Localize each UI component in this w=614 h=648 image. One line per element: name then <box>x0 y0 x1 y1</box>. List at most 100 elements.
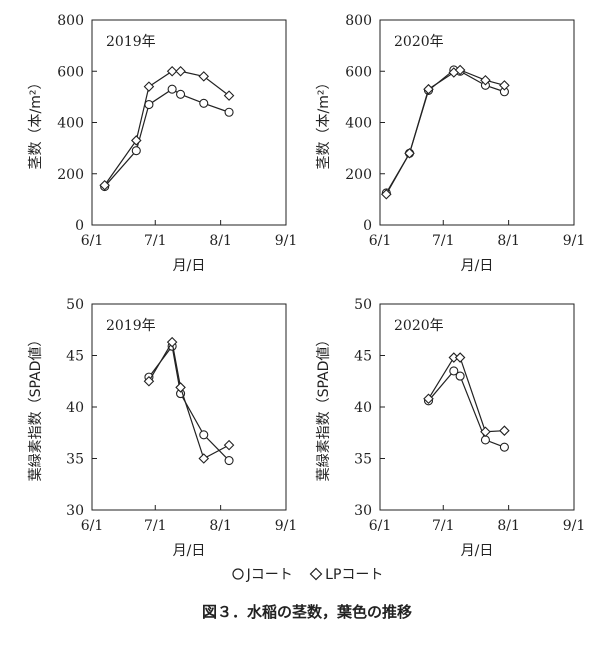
y-tick-label: 400 <box>345 116 372 132</box>
data-point-lp-coat <box>480 426 491 437</box>
circle-marker-icon <box>231 568 244 580</box>
data-point-lp-coat <box>175 382 186 393</box>
plot-frame <box>91 303 287 511</box>
data-point-lp-coat <box>223 439 235 451</box>
y-axis-label: 茎数（本/m²） <box>28 76 44 170</box>
data-point-lp-coat <box>143 375 155 387</box>
y-tick-label: 200 <box>57 167 84 183</box>
y-tick-label: 35 <box>354 452 372 468</box>
data-point-lp-coat <box>198 453 210 464</box>
data-point-j-coat <box>499 442 509 452</box>
x-tick-label: 7/1 <box>144 233 167 249</box>
y-tick-label: 30 <box>354 503 372 519</box>
data-point-lp-coat <box>198 71 210 82</box>
data-point-j-coat <box>176 89 186 99</box>
data-point-lp-coat <box>381 188 392 200</box>
y-axis-label: 葉緑素指数（SPAD値） <box>28 333 44 482</box>
data-point-lp-coat <box>480 74 491 86</box>
data-point-j-coat <box>199 430 209 440</box>
series-line-lp-coat <box>148 340 230 460</box>
plot-frame <box>379 19 575 226</box>
panel-title: 2019年 <box>106 34 156 50</box>
legend-label-j-coat: Jコート <box>246 567 293 583</box>
x-tick-label: 6/1 <box>81 233 104 249</box>
data-point-lp-coat <box>423 393 434 405</box>
y-tick-label: 40 <box>66 400 84 416</box>
data-point-lp-coat <box>454 64 466 76</box>
x-tick-label: 9/1 <box>275 233 298 249</box>
y-tick-label: 800 <box>57 13 84 29</box>
x-tick-label: 7/1 <box>144 518 167 534</box>
data-point-lp-coat <box>454 352 466 363</box>
legend-item-lp-coat: LPコート <box>309 564 383 584</box>
data-point-lp-coat <box>499 80 510 91</box>
x-axis-label: 月/日 <box>461 543 494 559</box>
y-tick-label: 35 <box>66 452 84 468</box>
y-tick-label: 40 <box>354 400 372 416</box>
data-point-lp-coat <box>99 180 110 191</box>
data-point-j-coat <box>144 100 154 110</box>
figure-caption: 図３．水稲の茎数，葉色の推移 <box>201 603 412 621</box>
y-tick-label: 50 <box>66 297 84 313</box>
data-point-j-coat <box>449 366 459 376</box>
data-point-j-coat <box>455 371 465 381</box>
x-tick-label: 8/1 <box>209 233 232 249</box>
data-point-lp-coat <box>423 83 434 95</box>
diamond-marker-icon <box>309 567 323 581</box>
data-point-j-coat <box>131 146 141 156</box>
x-tick-label: 7/1 <box>432 233 455 249</box>
data-point-lp-coat <box>499 425 510 436</box>
series-line-j-coat <box>428 370 505 448</box>
data-point-j-coat <box>480 435 490 445</box>
x-tick-label: 9/1 <box>563 233 586 249</box>
panel-title: 2020年 <box>394 318 444 334</box>
panel-title: 2020年 <box>394 34 444 50</box>
x-tick-label: 6/1 <box>81 518 104 534</box>
data-point-j-coat <box>199 98 209 108</box>
data-point-lp-coat <box>166 336 178 348</box>
data-point-lp-coat <box>166 65 178 77</box>
data-point-lp-coat <box>143 81 155 92</box>
y-tick-label: 600 <box>345 64 372 80</box>
figure-canvas: 6/1 7/1 8/1 9/102004006008002019年月/日茎数（本/m²… <box>28 13 585 559</box>
data-point-j-coat <box>224 107 234 117</box>
y-tick-label: 600 <box>57 64 84 80</box>
legend: Jコート LPコート <box>0 564 614 584</box>
panel-title: 2019年 <box>106 318 156 334</box>
x-axis-label: 月/日 <box>173 543 206 559</box>
y-tick-label: 45 <box>66 349 84 365</box>
x-tick-label: 6/1 <box>369 233 392 249</box>
y-tick-label: 0 <box>363 218 372 234</box>
y-tick-label: 45 <box>354 349 372 365</box>
data-point-lp-coat <box>404 147 415 159</box>
legend-label-lp-coat: LPコート <box>325 567 384 583</box>
plot-frame <box>91 19 287 226</box>
data-point-lp-coat <box>223 90 235 101</box>
series-line-j-coat <box>104 88 230 187</box>
x-axis-label: 月/日 <box>173 258 206 274</box>
series-line-lp-coat <box>104 70 230 186</box>
data-point-lp-coat <box>175 65 186 77</box>
x-tick-label: 6/1 <box>369 518 392 534</box>
legend-item-j-coat: Jコート <box>231 564 293 584</box>
x-tick-label: 8/1 <box>497 233 520 249</box>
data-point-lp-coat <box>131 135 142 146</box>
series-line-lp-coat <box>427 356 505 433</box>
y-tick-label: 50 <box>354 297 372 313</box>
x-tick-label: 8/1 <box>209 518 232 534</box>
x-tick-label: 9/1 <box>275 518 298 534</box>
x-tick-label: 7/1 <box>432 518 455 534</box>
data-point-j-coat <box>224 456 234 466</box>
x-axis-label: 月/日 <box>461 258 494 274</box>
series-line-j-coat <box>148 344 230 461</box>
y-tick-label: 0 <box>75 218 84 234</box>
y-tick-label: 200 <box>345 167 372 183</box>
data-point-j-coat <box>167 84 177 94</box>
y-axis-label: 茎数（本/m²） <box>316 76 332 170</box>
y-tick-label: 30 <box>66 503 84 519</box>
y-axis-label: 葉緑素指数（SPAD値） <box>316 333 332 482</box>
x-tick-label: 8/1 <box>497 518 520 534</box>
